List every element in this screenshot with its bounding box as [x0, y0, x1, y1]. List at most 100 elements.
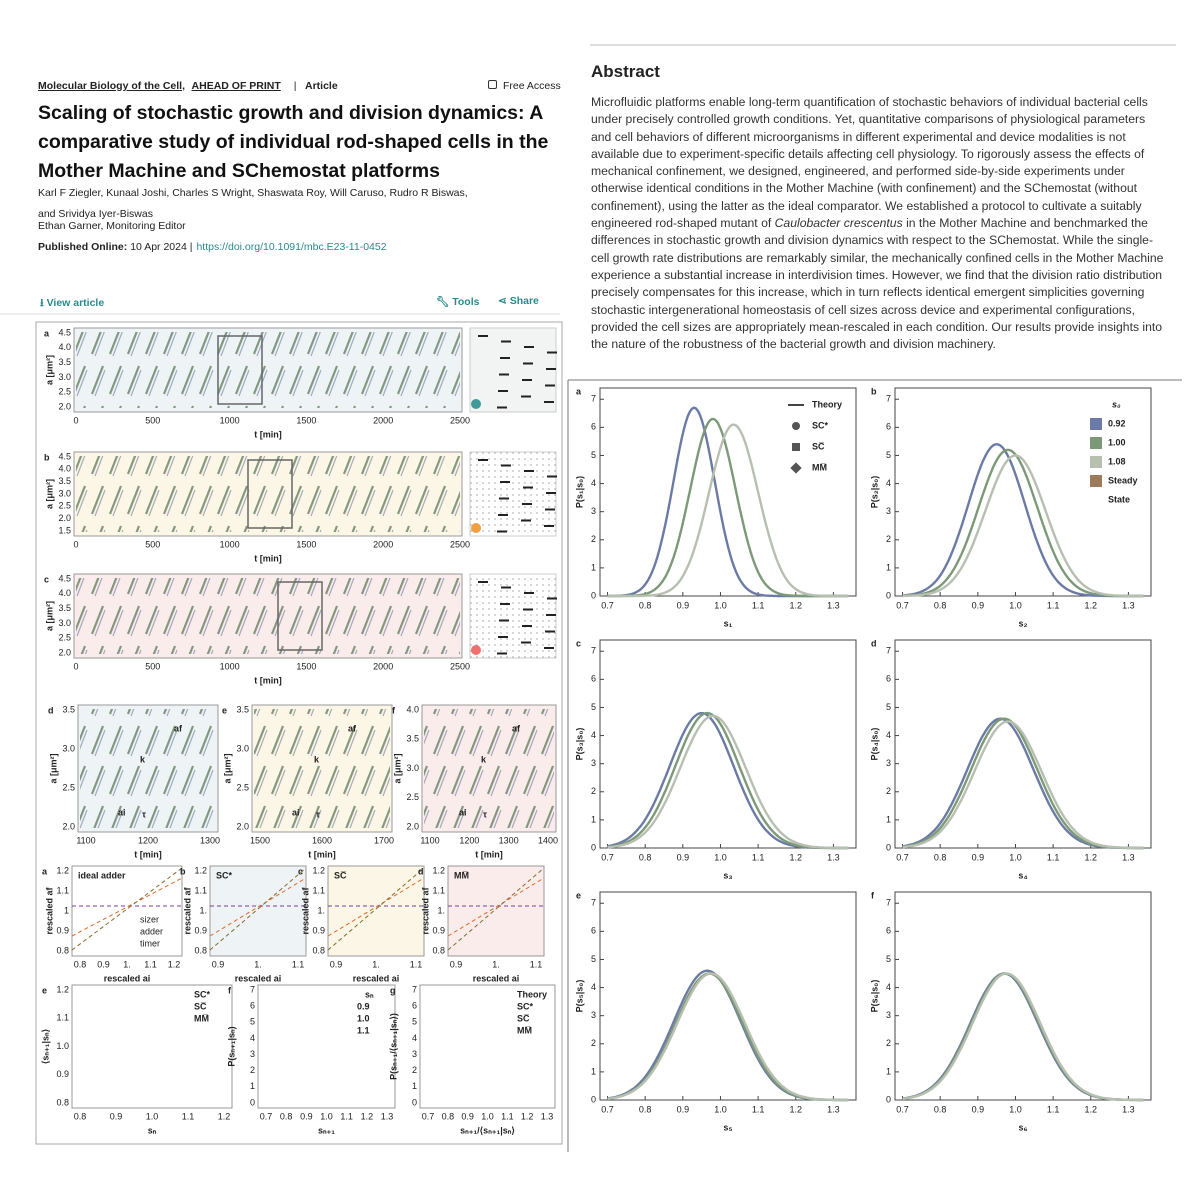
legend-swatch: [1090, 475, 1102, 487]
theory-curve: [902, 720, 1144, 850]
y-tick-label: 5: [591, 450, 596, 460]
panel-label: a: [44, 328, 50, 338]
x-tick-label: 1100: [76, 835, 95, 845]
x-tick-label: 500: [145, 661, 160, 671]
y-tick-label: 5: [886, 954, 891, 964]
tools[interactable]: 🔧︎ Tools: [436, 296, 480, 308]
theory-curve: [607, 714, 849, 850]
y-tick-label: 2: [886, 1038, 891, 1048]
x-tick-label: 0.8: [934, 852, 947, 862]
legend-label: 0.9: [357, 1001, 370, 1011]
y-tick-label: 0.9: [194, 925, 207, 935]
status-link[interactable]: AHEAD OF PRINT: [191, 80, 281, 92]
y-tick-label: 3: [591, 758, 596, 768]
panel-label: e: [576, 890, 581, 900]
x-tick-label: 1.2: [1085, 600, 1098, 610]
y-tick-label: 4.5: [58, 573, 71, 583]
panel-label: c: [576, 638, 581, 648]
y-axis-label: a [μm²]: [44, 601, 54, 631]
y-tick-label: 1: [886, 1066, 891, 1076]
panel-label: g: [390, 985, 396, 995]
legend-label: adder: [140, 926, 163, 936]
y-tick-label: 1: [412, 1081, 417, 1091]
view-article[interactable]: ⭳ View article: [40, 297, 105, 309]
legend-label: MM̅: [194, 1013, 209, 1023]
legend-label: Theory: [812, 399, 842, 409]
share-text: Share: [509, 295, 539, 307]
device-image: [469, 573, 557, 659]
y-tick-label: 5: [886, 702, 891, 712]
plot-area: [447, 865, 545, 957]
panel-label: d: [418, 866, 424, 876]
y-tick-label: 6: [886, 674, 891, 684]
y-tick-label: 3.0: [406, 763, 419, 773]
y-tick-label: 2.5: [62, 782, 75, 792]
y-axis-label: a [μm²]: [48, 753, 58, 783]
x-tick-label: 0.8: [639, 852, 652, 862]
legend-label: Theory: [517, 989, 547, 999]
x-tick-label: 1400: [538, 835, 558, 845]
zoom-box: [247, 459, 293, 529]
annotation: τ: [142, 809, 146, 819]
share[interactable]: ⋖ Share: [498, 295, 539, 307]
legend-label: Steady: [1108, 475, 1138, 485]
x-tick-label: 0.9: [450, 959, 463, 969]
x-tick-label: 1500: [250, 835, 270, 845]
separator: |: [293, 80, 297, 92]
y-tick-label: 2.0: [236, 821, 249, 831]
trace-texture: [76, 332, 460, 408]
y-tick-label: 1.: [199, 905, 207, 915]
y-tick-label: 1: [591, 1066, 596, 1076]
y-tick-label: 0: [886, 842, 891, 852]
x-tick-label: 0.9: [461, 1111, 474, 1121]
y-tick-label: 4: [591, 730, 596, 740]
panel-title: MM̅: [454, 870, 469, 880]
plot-area: [327, 865, 425, 957]
y-axis-label: rescaled af: [300, 886, 310, 934]
x-tick-label: 1.2: [1085, 852, 1098, 862]
y-tick-label: 1.1: [194, 885, 207, 895]
panel-label: c: [298, 866, 303, 876]
x-tick-label: 1.3: [1122, 852, 1135, 862]
y-tick-label: 4: [250, 1033, 255, 1043]
plot-area: [599, 639, 857, 849]
y-tick-label: 0.9: [312, 925, 325, 935]
x-tick-label: 0: [73, 539, 78, 549]
theory-curve: [902, 454, 1144, 598]
y-tick-label: 2: [250, 1065, 255, 1075]
x-tick-label: 500: [145, 539, 160, 549]
y-tick-label: 4: [591, 478, 596, 488]
y-tick-label: 0: [250, 1097, 255, 1107]
x-tick-label: 1700: [374, 835, 394, 845]
y-tick-label: 2.0: [58, 647, 71, 657]
y-tick-label: 4.0: [58, 342, 71, 352]
y-tick-label: 6: [250, 1001, 255, 1011]
panel-label: f: [871, 890, 875, 900]
y-tick-label: 1.1: [312, 885, 325, 895]
adder-line: [447, 877, 545, 937]
x-tick-label: 1.2: [218, 1111, 231, 1121]
x-tick-label: 1.0: [481, 1111, 494, 1121]
plot-area: [894, 387, 1152, 597]
published: Published Online: 10 Apr 2024 | https://d…: [38, 241, 387, 253]
panel-label: c: [44, 574, 49, 584]
y-axis-label: a [μm²]: [222, 753, 232, 783]
x-axis-label: s₆: [1018, 1122, 1027, 1132]
y-tick-label: 6: [591, 422, 596, 432]
annotation: ai: [118, 807, 126, 817]
y-tick-label: 7: [886, 646, 891, 656]
plot-area: [71, 865, 183, 957]
published-label: Published Online:: [38, 241, 128, 253]
x-axis-label: s₄: [1018, 870, 1027, 880]
panel-label: d: [871, 638, 877, 648]
journal-link[interactable]: Molecular Biology of the Cell,: [38, 80, 186, 92]
x-tick-label: 2500: [450, 415, 470, 425]
theory-curve: [607, 417, 849, 598]
condition-dot: [471, 645, 481, 655]
x-tick-label: 1.1: [752, 1104, 765, 1114]
legend-label: sizer: [140, 914, 159, 924]
annotation: af: [174, 723, 183, 733]
x-tick-label: 1.: [372, 959, 380, 969]
doi-link[interactable]: https://doi.org/10.1091/mbc.E23-11-0452: [196, 241, 387, 253]
x-tick-label: 1.2: [361, 1111, 374, 1121]
